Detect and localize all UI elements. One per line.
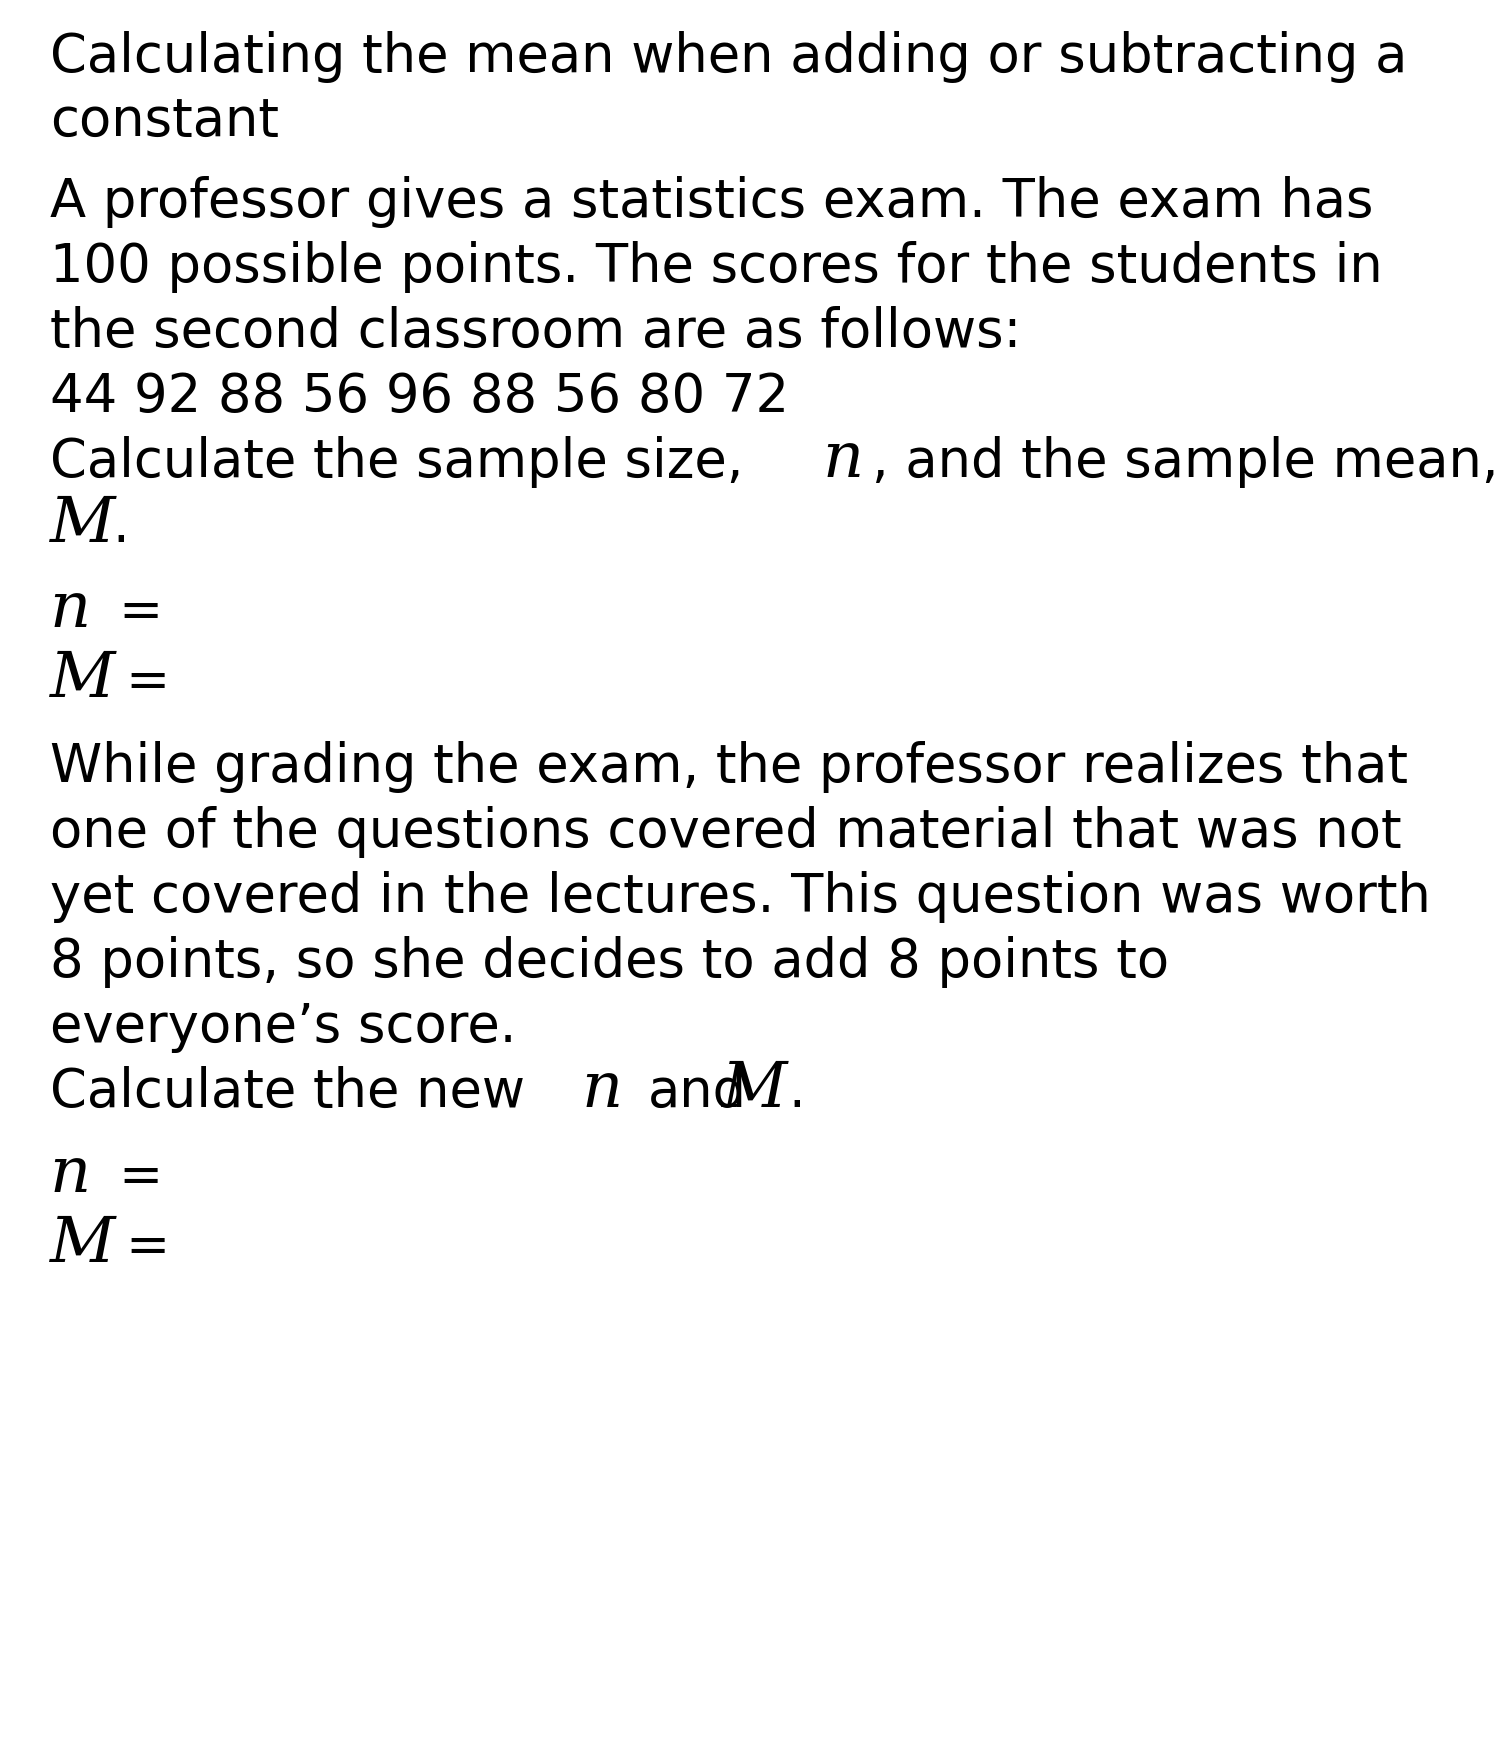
Text: n: n	[582, 1058, 622, 1121]
Text: everyone’s score.: everyone’s score.	[50, 1000, 516, 1053]
Text: =: =	[118, 585, 162, 638]
Text: 8 points, so she decides to add 8 points to: 8 points, so she decides to add 8 points…	[50, 936, 1168, 988]
Text: While grading the exam, the professor realizes that: While grading the exam, the professor re…	[50, 741, 1408, 794]
Text: M: M	[722, 1058, 788, 1121]
Text: n: n	[50, 578, 92, 641]
Text: , and the sample mean,: , and the sample mean,	[871, 436, 1498, 489]
Text: Calculating the mean when adding or subtracting a: Calculating the mean when adding or subt…	[50, 32, 1407, 82]
Text: =: =	[124, 655, 170, 708]
Text: .: .	[112, 501, 129, 554]
Text: M: M	[50, 648, 116, 711]
Text: one of the questions covered material that was not: one of the questions covered material th…	[50, 806, 1401, 858]
Text: A professor gives a statistics exam. The exam has: A professor gives a statistics exam. The…	[50, 175, 1374, 228]
Text: and: and	[648, 1065, 747, 1118]
Text: yet covered in the lectures. This question was worth: yet covered in the lectures. This questi…	[50, 871, 1431, 923]
Text: M: M	[50, 494, 116, 555]
Text: n: n	[822, 429, 862, 491]
Text: n: n	[50, 1144, 92, 1205]
Text: M: M	[50, 1214, 116, 1275]
Text: .: .	[788, 1065, 804, 1118]
Text: Calculate the sample size,: Calculate the sample size,	[50, 436, 744, 489]
Text: =: =	[124, 1221, 170, 1274]
Text: Calculate the new: Calculate the new	[50, 1065, 525, 1118]
Text: 100 possible points. The scores for the students in: 100 possible points. The scores for the …	[50, 242, 1383, 293]
Text: the second classroom are as follows:: the second classroom are as follows:	[50, 307, 1022, 357]
Text: 44 92 88 56 96 88 56 80 72: 44 92 88 56 96 88 56 80 72	[50, 371, 789, 422]
Text: constant: constant	[50, 96, 279, 147]
Text: =: =	[118, 1151, 162, 1204]
